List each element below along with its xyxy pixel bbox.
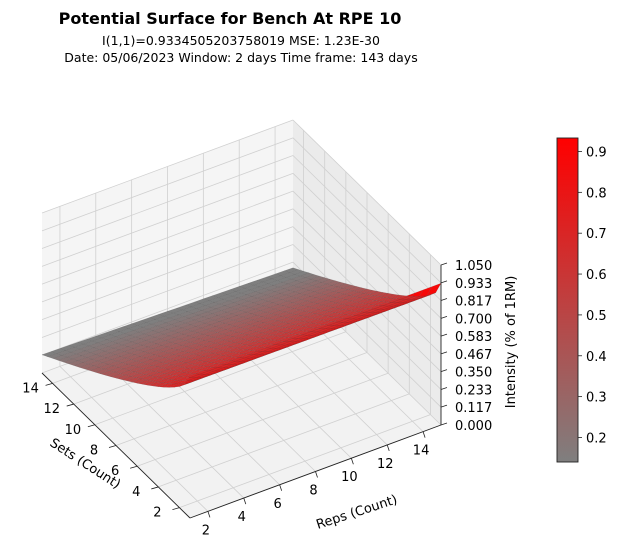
x-tick-mark bbox=[45, 382, 53, 386]
gridline-z bbox=[41, 172, 294, 267]
colorbar-tick-label: 0.9 bbox=[586, 145, 607, 160]
z-tick-mark bbox=[440, 387, 448, 390]
surface-facet bbox=[113, 326, 129, 332]
chart-subtitle-line-1: I(1,1)=0.9334505203758019 MSE: 1.23E-30 bbox=[102, 33, 380, 48]
z-tick-mark bbox=[440, 369, 448, 373]
gridline-z bbox=[41, 119, 294, 214]
x-tick-label: 8 bbox=[90, 444, 98, 459]
y-tick-mark bbox=[279, 484, 283, 491]
chart-title: Potential Surface for Bench At RPE 10 bbox=[59, 9, 402, 28]
y-tick-mark bbox=[350, 458, 354, 465]
surface-facet bbox=[256, 276, 273, 283]
z-tick-mark bbox=[440, 333, 448, 337]
z-tick-mark bbox=[440, 404, 448, 408]
z-tick-label: 0.817 bbox=[455, 295, 492, 310]
y-tick-mark bbox=[243, 497, 247, 505]
gridline-z bbox=[292, 155, 442, 301]
chart-subtitle-line-2: Date: 05/06/2023 Window: 2 days Time fra… bbox=[64, 50, 417, 65]
surface-facet bbox=[184, 301, 201, 308]
z-tick-mark bbox=[440, 351, 448, 355]
colorbar: 0.2 0.3 0.4 0.5 0.6 0.7 0.8 0.9 bbox=[556, 137, 607, 463]
x-tick-label: 6 bbox=[111, 464, 119, 479]
gridline-z bbox=[41, 155, 294, 249]
y-tick-label: 14 bbox=[413, 444, 430, 459]
colorbar-tick-label: 0.2 bbox=[586, 431, 607, 446]
colorbar-tick-label: 0.7 bbox=[586, 227, 607, 242]
y-tick-label: 8 bbox=[309, 484, 317, 499]
colorbar-tick-label: 0.5 bbox=[586, 309, 607, 324]
z-tick-mark bbox=[440, 422, 448, 426]
x-tick-label: 2 bbox=[153, 506, 161, 521]
gridline-z bbox=[41, 244, 294, 338]
gridline-z bbox=[41, 208, 294, 303]
z-tick-label: 0.933 bbox=[455, 277, 492, 292]
y-tick-mark bbox=[422, 431, 426, 438]
surface-facet bbox=[122, 323, 138, 329]
z-axis-label: Intensity (% of 1RM) bbox=[504, 276, 519, 409]
z-tick-mark bbox=[440, 298, 448, 301]
x-tick-mark bbox=[130, 465, 138, 469]
z-tick-label: 0.583 bbox=[455, 330, 492, 345]
y-tick-label: 6 bbox=[274, 497, 282, 512]
x-tick-label: 10 bbox=[65, 423, 82, 438]
x-tick-mark bbox=[87, 424, 95, 428]
z-tick-label: 1.050 bbox=[455, 259, 492, 274]
z-tick-label: 0.700 bbox=[455, 312, 492, 327]
gridline-y bbox=[59, 366, 209, 512]
gridline-z bbox=[292, 119, 442, 266]
gridline-z bbox=[292, 137, 442, 284]
x-tick-label: 14 bbox=[22, 381, 39, 396]
y-tick-label: 12 bbox=[377, 457, 394, 472]
x-tick-mark bbox=[151, 486, 159, 490]
colorbar-tick-label: 0.3 bbox=[586, 391, 607, 406]
gridline-z bbox=[41, 261, 294, 356]
surface-facet bbox=[265, 273, 282, 280]
y-axis-label: Reps (Count) bbox=[314, 493, 399, 533]
gridline-z bbox=[41, 226, 294, 321]
colorbar-tick-label: 0.4 bbox=[586, 350, 607, 365]
gridline-z bbox=[41, 190, 294, 285]
z-tick-mark bbox=[440, 262, 448, 266]
z-tick-label: 0.000 bbox=[455, 419, 492, 434]
gridline-z bbox=[41, 137, 294, 232]
y-tick-label: 4 bbox=[238, 510, 246, 525]
x-tick-mark bbox=[66, 403, 74, 407]
y-tick-label: 2 bbox=[202, 523, 210, 538]
z-tick-mark bbox=[440, 315, 448, 319]
surface-mesh bbox=[41, 267, 442, 388]
x-tick-label: 12 bbox=[43, 402, 60, 417]
colorbar-tick-label: 0.6 bbox=[586, 268, 607, 283]
x-tick-mark bbox=[108, 445, 117, 448]
x-tick-label: 4 bbox=[132, 485, 140, 500]
surface-facet bbox=[41, 351, 57, 357]
z-tick-label: 0.350 bbox=[455, 366, 492, 381]
y-tick-mark bbox=[207, 511, 211, 518]
z-tick-label: 0.233 bbox=[455, 383, 492, 398]
z-tick-label: 0.117 bbox=[455, 401, 492, 416]
x-tick-mark bbox=[172, 507, 180, 511]
z-tick-mark bbox=[440, 280, 448, 284]
y-tick-mark bbox=[315, 471, 318, 478]
surface-facet bbox=[175, 304, 192, 311]
y-tick-label: 10 bbox=[341, 470, 358, 485]
z-tick-label: 0.467 bbox=[455, 348, 492, 363]
y-tick-mark bbox=[386, 444, 390, 452]
colorbar-tick-label: 0.8 bbox=[586, 186, 607, 201]
gridline-z bbox=[292, 208, 442, 355]
axes-ticks: 246810121424681012140.0000.1170.2330.350… bbox=[22, 259, 492, 538]
colorbar-gradient bbox=[556, 137, 579, 463]
gridline-z bbox=[292, 190, 442, 337]
